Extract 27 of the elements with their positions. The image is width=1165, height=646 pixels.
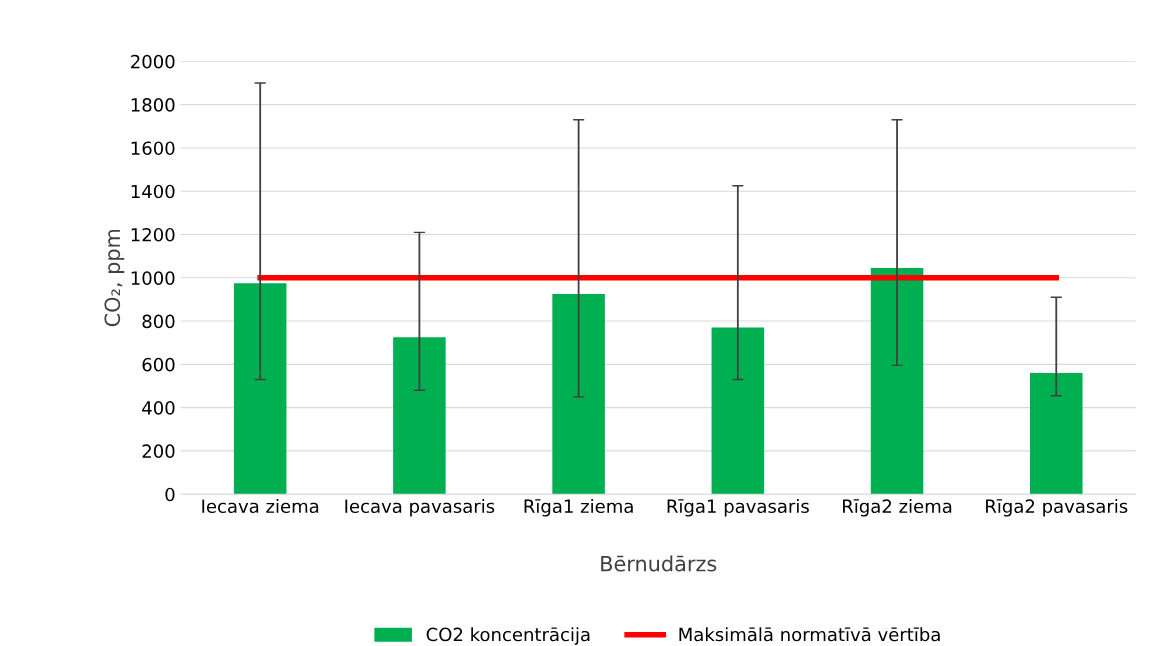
y-tick-label: 1600 [131, 141, 175, 156]
y-tick-label: 400 [142, 401, 175, 415]
bar [711, 327, 765, 495]
x-tick-label: Rīga2 pavasaris [986, 499, 1128, 517]
x-tick-label: Rīga1 ziema [524, 499, 633, 517]
x-axis-title: Bērnudārzs [601, 555, 717, 572]
y-tick-label: 1400 [131, 184, 175, 199]
x-tick-label: Iecava ziema [202, 499, 319, 514]
bar [233, 283, 287, 495]
y-axis-title: CO₂, ppm [104, 229, 125, 327]
bar [870, 268, 924, 495]
bar [552, 294, 605, 495]
legend-label: CO2 koncentrācija [426, 627, 590, 645]
y-tick-label: 800 [142, 314, 175, 329]
y-tick-label: 1800 [131, 98, 175, 112]
y-tick-label: 1200 [131, 227, 175, 242]
x-tick-label: Iecava pavasaris [345, 499, 495, 517]
y-tick-label: 600 [142, 357, 175, 372]
bar [393, 337, 446, 495]
y-tick-label: 2000 [131, 54, 175, 69]
y-tick-label: 200 [142, 444, 175, 459]
x-tick-label: Rīga2 ziema [843, 499, 952, 517]
bar [1030, 373, 1083, 495]
legend-label: Maksimālā normatīvā vērtība [679, 627, 940, 642]
y-tick-label: 0 [165, 487, 175, 502]
y-tick-label: 1000 [131, 271, 175, 285]
x-tick-label: Rīga1 pavasaris [667, 499, 809, 517]
